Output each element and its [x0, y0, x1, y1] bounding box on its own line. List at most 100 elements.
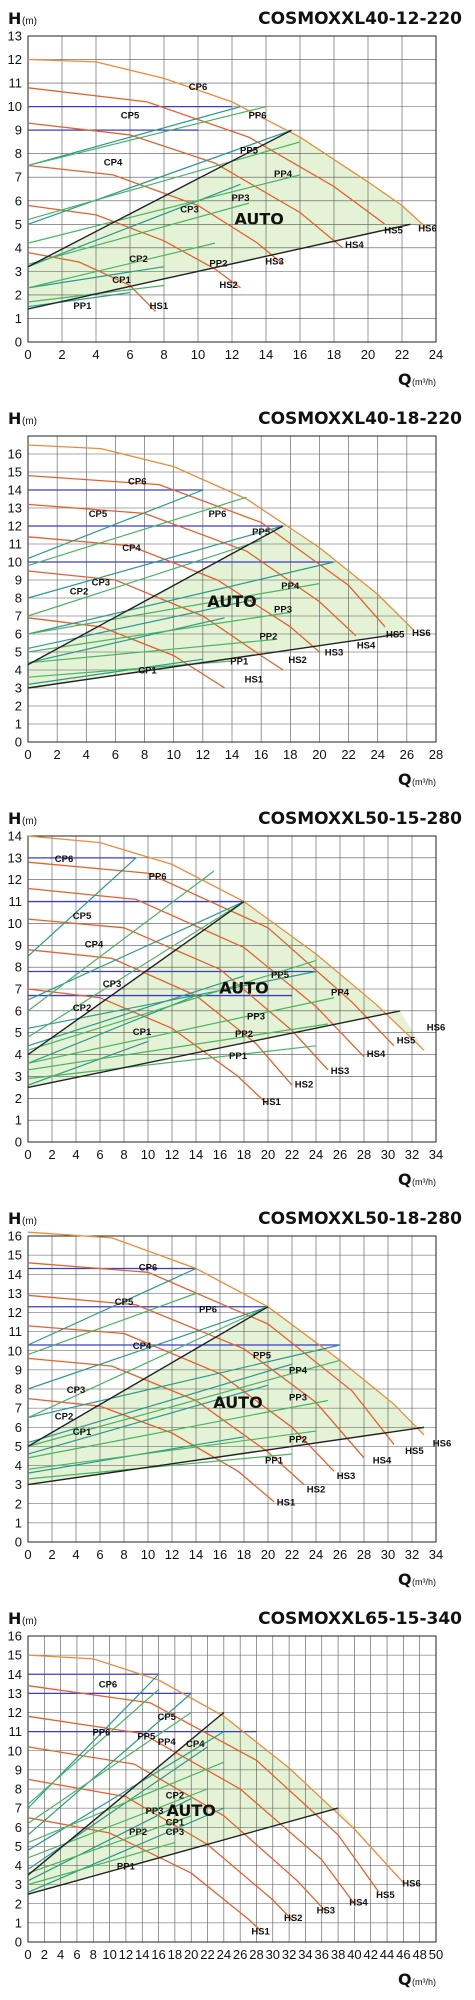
- y-tick-label: 11: [9, 537, 23, 552]
- cp-line: [27, 1040, 149, 1086]
- cp-label: CP2: [166, 1791, 184, 1802]
- hs-curve: [27, 1654, 404, 1884]
- cp-label: CP2: [70, 586, 88, 597]
- cp-line: [27, 1692, 192, 1836]
- hs-curve: [27, 58, 428, 230]
- cp-line: [27, 525, 284, 599]
- x-tick-label: 26: [333, 1547, 347, 1562]
- x-tick-label: 4: [72, 1547, 79, 1562]
- y-tick-label: 13: [8, 1686, 22, 1701]
- y-tick-label: 14: [8, 1267, 22, 1282]
- hs-curve: [27, 122, 343, 249]
- hs-label: HS3: [337, 1471, 355, 1482]
- hs-curve: [27, 1685, 380, 1893]
- pp-line: [27, 870, 215, 1012]
- x-tick-label: 30: [381, 1547, 395, 1562]
- y-tick-label: 7: [15, 1401, 22, 1416]
- x-tick-label: 0: [24, 1147, 31, 1162]
- hs-curve: [27, 1262, 395, 1445]
- grid: [27, 1235, 437, 1543]
- cp-line: [27, 1267, 197, 1346]
- x-tick-label: 2: [58, 347, 65, 362]
- pump-chart-4: COSMOXXL50-18-280 H (m) Q (m³/h) 0 2 4 6 8 10 12 14 1…: [0, 1200, 475, 1600]
- hs-label: HS6: [412, 628, 430, 639]
- pp-line: [27, 106, 267, 167]
- cp-label: CP6: [55, 854, 73, 865]
- hs-curve: [27, 988, 269, 1106]
- pp-line: [27, 1841, 176, 1886]
- cp-label: CP5: [73, 911, 92, 922]
- x-tick-label: 4: [57, 1947, 64, 1962]
- y-tick-label: 9: [15, 123, 22, 138]
- pp-label: PP2: [259, 631, 277, 642]
- x-tick-label: 14: [189, 1547, 203, 1562]
- x-tick-label: 8: [120, 1147, 127, 1162]
- cp-label: CP3: [67, 1385, 85, 1396]
- cp-line: [27, 291, 131, 308]
- plot-frame: [27, 35, 437, 343]
- y-tick-label: 8: [15, 960, 22, 975]
- y-tick-label: 0: [15, 1935, 22, 1950]
- x-tick-label: 8: [141, 747, 148, 762]
- y-tick-label: 16: [8, 447, 22, 462]
- pp-line: [27, 539, 262, 617]
- y-tick-label: 10: [8, 1743, 22, 1758]
- x-tick-label: 8: [160, 347, 167, 362]
- x-tick-label: 12: [119, 1947, 133, 1962]
- cp-label: CP6: [139, 1262, 157, 1273]
- auto-boundary-line: [27, 901, 245, 1056]
- pp-label: PP3: [232, 193, 250, 204]
- auto-boundary-line: [27, 223, 411, 310]
- auto-region: [28, 1306, 424, 1485]
- x-tick-label: 30: [381, 1147, 395, 1162]
- cp-label: CP5: [121, 110, 140, 121]
- pp-label: PP4: [158, 1737, 177, 1748]
- y-tick-label: 16: [8, 1229, 22, 1244]
- pp-label: PP4: [331, 988, 350, 999]
- cp-line: [27, 561, 335, 635]
- pp-line: [27, 1453, 293, 1480]
- x-tick-label: 28: [357, 1547, 371, 1562]
- x-tick-label: 42: [363, 1947, 377, 1962]
- auto-label: AUTO: [207, 592, 256, 611]
- y-tick-label: 11: [9, 76, 23, 91]
- x-tick-label: 8: [120, 1547, 127, 1562]
- cp-label: CP5: [89, 509, 108, 520]
- y-tick-label: 5: [15, 217, 22, 232]
- y-tick-label: 8: [15, 591, 22, 606]
- pump-chart-5: COSMOXXL65-15-340 H (m) Q (m³/h) 0 2 4 6 8 10 12 14 1…: [0, 1600, 475, 2000]
- x-tick-label: 8: [90, 1947, 97, 1962]
- x-tick-label: 22: [200, 1947, 214, 1962]
- cp-label: CP2: [129, 254, 147, 265]
- x-axis-unit: (m³/h): [412, 1177, 436, 1187]
- hs-curve: [27, 1715, 355, 1905]
- y-tick-label: 12: [8, 519, 22, 534]
- x-tick-label: 2: [48, 1547, 55, 1562]
- pp-line: [27, 638, 276, 664]
- x-tick-label: 46: [396, 1947, 410, 1962]
- pp-label: PP3: [289, 1392, 307, 1403]
- pp-line: [27, 1045, 317, 1080]
- hs-label: HS6: [402, 1879, 420, 1890]
- pp-label: PP6: [92, 1727, 110, 1738]
- pp-label: PP5: [137, 1731, 156, 1742]
- cp-line: [27, 597, 262, 649]
- x-tick-label: 44: [380, 1947, 394, 1962]
- pump-chart-3: COSMOXXL50-15-280 H (m) Q (m³/h) 0 2 4 6 8 10 12 14 1…: [0, 800, 475, 1200]
- cp-label: CP4: [133, 1341, 152, 1352]
- hs-label: HS2: [288, 655, 306, 666]
- hs-curve: [27, 861, 395, 1047]
- y-tick-label: 14: [8, 1667, 22, 1682]
- cp-line: [27, 106, 241, 167]
- x-tick-label: 32: [282, 1947, 296, 1962]
- pump-chart-1: COSMOXXL40-12-220 H (m) Q (m³/h) 0 2 4 6 8 10 12 14 1…: [0, 0, 475, 400]
- auto-boundary-line: [27, 1010, 401, 1089]
- x-tick-label: 28: [429, 747, 443, 762]
- pp-line: [27, 1815, 192, 1874]
- y-tick-label: 14: [8, 483, 22, 498]
- chart-title: COSMOXXL50-15-280: [258, 809, 462, 829]
- x-tick-label: 16: [254, 747, 268, 762]
- cp-line: [27, 1746, 208, 1870]
- x-tick-label: 34: [298, 1947, 312, 1962]
